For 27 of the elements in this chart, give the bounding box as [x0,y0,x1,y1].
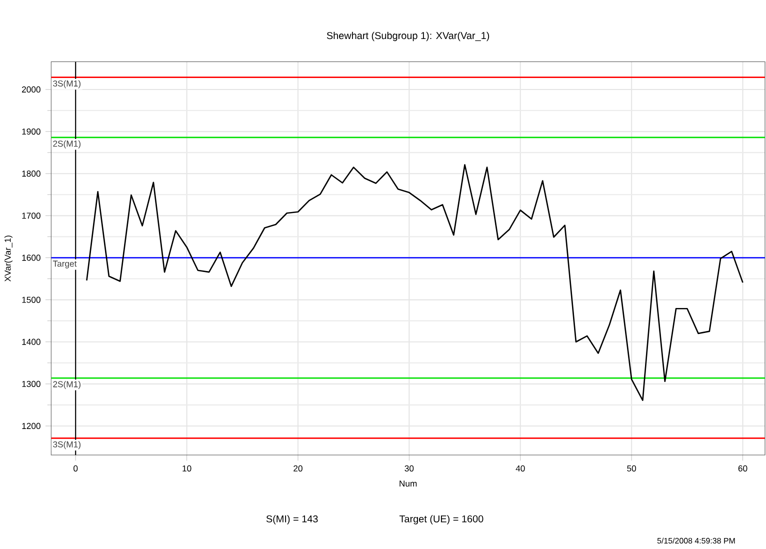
line-series [86,164,744,402]
y-tick-label: 1500 [22,296,40,304]
x-tick-label: 30 [404,466,414,472]
y-tick-label: 1700 [22,212,40,219]
y-tick-label: 1400 [22,339,40,346]
x-tick-label: 40 [516,466,525,472]
x-tick-label: 20 [294,466,302,472]
y-axis-title: XVar(Var_1) [4,236,12,282]
x-axis-title: Num [400,480,417,487]
y-tick-label: 2000 [22,86,40,93]
ref-line-label: 2S(M1) [53,381,80,390]
y-tick-label: 1800 [22,170,40,177]
x-tick-label: 0 [74,466,78,472]
y-tick-label: 1200 [22,423,40,430]
x-tick-label: 60 [738,466,748,472]
text: Target (UE) = 1600 [399,515,484,525]
ref-line-label: 3S(M1) [53,80,80,88]
ref-line-label: 3S(M1) [53,441,80,450]
ref-line-label: Target [52,260,77,269]
y-tick-label: 1300 [22,381,40,388]
x-tick-label: 10 [182,466,192,472]
chart-title: Shewhart (Subgroup 1): XVar(Var_1) [326,32,490,42]
y-tick-label: 1900 [22,128,40,135]
text: S(MI) = 143 [266,515,318,525]
ref-line-label: 2S(M1) [53,140,80,149]
y-tick-label: 1600 [22,254,40,261]
x-tick-label: 50 [627,466,636,472]
